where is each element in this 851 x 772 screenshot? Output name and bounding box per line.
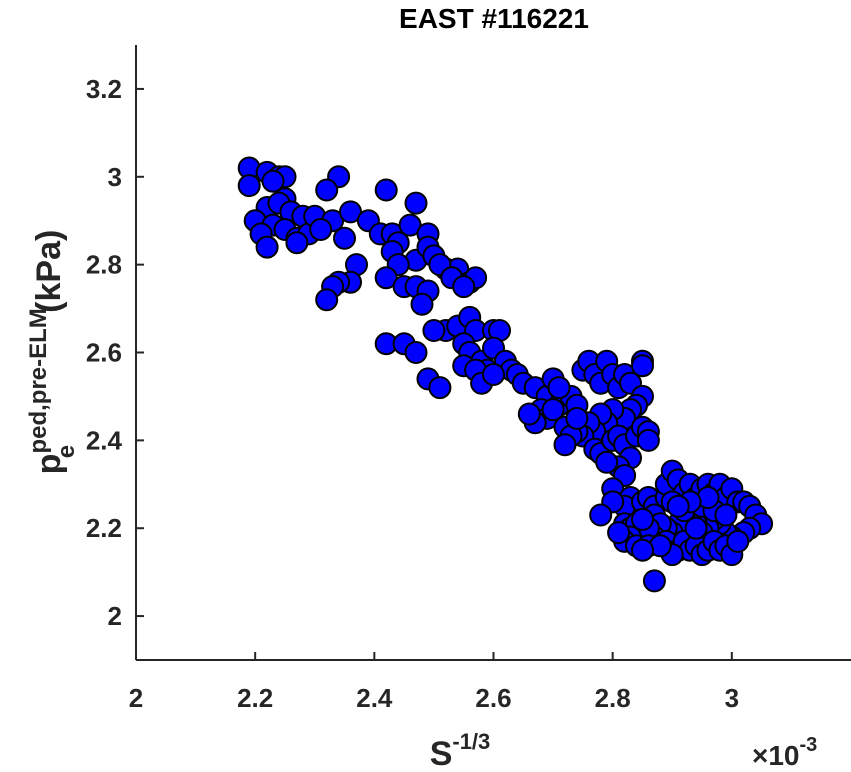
x-axis-label: S-1/3 [430,729,491,772]
y-tick-label-5: 3 [108,162,122,192]
chart-title: EAST #116221 [399,3,589,34]
data-point-4 [237,174,261,198]
data-point-5 [261,169,285,193]
data-point-206 [565,406,589,430]
data-point-209 [547,376,571,400]
data-point-113 [553,433,577,457]
data-point-174 [631,507,654,531]
x-tick-label-5: 3 [725,683,739,713]
data-point-131 [589,503,613,527]
data-point-7 [315,178,339,202]
y-axis-label-sup: ped,pre-ELM [25,308,52,453]
data-point-207 [541,398,565,422]
data-point-125 [595,450,619,474]
y-tick-label-1: 2.2 [86,513,122,543]
y-axis-label-unit: (kPa) [30,230,68,313]
data-point-194 [631,538,654,562]
x-tick-label-4: 2.8 [595,683,631,713]
data-point-191 [726,529,750,553]
y-axis-label-sub: e [53,445,80,458]
x-tick-label-3: 2.6 [475,683,511,713]
data-point-57 [422,319,446,342]
data-point-20 [255,235,279,259]
data-point-29 [404,191,428,215]
y-tick-label-0: 2 [108,601,122,631]
y-tick-label-2: 2.4 [86,425,123,455]
x-tick-label-2: 2.4 [356,683,393,713]
data-points [237,156,774,593]
data-point-79 [482,363,505,386]
data-point-51 [410,292,434,316]
data-point-199 [714,503,738,527]
y-axis-label: pped,pre-ELMe (kPa) [25,230,80,475]
data-point-55 [452,275,476,299]
y-tick-label-4: 2.8 [86,250,122,280]
x-axis-multiplier: ×10-3 [752,734,817,771]
data-point-208 [517,402,541,426]
data-point-201 [684,516,708,540]
data-point-177 [607,521,631,545]
y-ticks: 2 2.2 2.4 2.6 2.8 3 3.2 [86,74,144,631]
data-point-31 [309,218,333,241]
data-point-47 [315,288,339,312]
x-axis-label-sup: -1/3 [452,729,490,754]
data-point-30 [333,226,356,250]
x-axis-label-base: S [430,735,453,772]
y-tick-label-6: 3.2 [86,74,122,104]
x-axis-multiplier-base: ×10 [752,740,800,771]
data-point-204 [666,494,690,518]
y-tick-label-3: 2.6 [86,338,122,368]
x-axis-multiplier-sup: -3 [800,734,818,756]
data-point-21 [285,231,309,255]
data-point-195 [642,569,666,593]
data-point-8 [374,178,398,202]
y-axis-label-base: p [30,454,68,475]
data-point-122 [636,428,660,452]
x-tick-label-1: 2.2 [237,683,273,713]
data-point-205 [631,354,654,378]
data-point-67 [428,376,452,400]
x-ticks: 2 2.2 2.4 2.6 2.8 3 [129,652,739,713]
x-tick-label-0: 2 [129,683,143,713]
data-point-65 [404,341,428,364]
